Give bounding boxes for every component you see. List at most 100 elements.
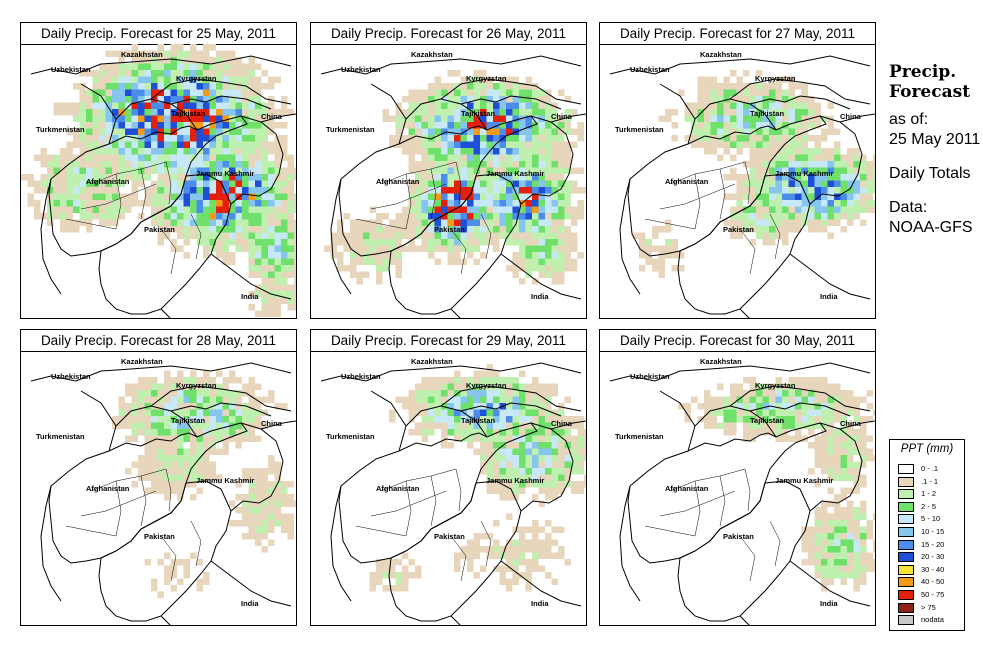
precip-cell [395,232,402,239]
precip-cell [545,102,552,109]
precip-cell [229,102,236,109]
precip-cell [350,232,357,239]
precip-cell [808,154,815,161]
precip-cell [125,154,132,161]
precip-cell [814,539,821,546]
precip-cell [261,219,268,226]
precip-cell [434,193,441,200]
precip-cell [242,507,249,514]
precip-cell [788,226,795,233]
precip-cell [756,122,763,129]
precip-cell [164,370,171,377]
forecast-panel-1: Daily Precip. Forecast for 25 May, 2011 … [20,22,297,319]
precip-cell [428,422,435,429]
precip-cell [434,416,441,423]
precip-cell [808,526,815,533]
precip-cell [866,416,873,423]
precip-cell [164,552,171,559]
precip-cell [363,258,370,265]
precip-cell [460,422,467,429]
precip-cell [235,128,242,135]
precip-cell [261,174,268,181]
precip-cell [467,232,474,239]
precip-cell [538,128,545,135]
precip-cell [190,193,197,200]
precip-cell [92,187,99,194]
country-label: India [820,599,838,608]
precip-cell [743,435,750,442]
precip-cell [834,474,841,481]
precip-cell [203,442,210,449]
precip-cell [350,252,357,259]
precip-cell [428,128,435,135]
forecast-panel-5: Daily Precip. Forecast for 29 May, 2011 … [310,329,587,626]
precip-cell [131,187,138,194]
precip-cell [723,135,730,142]
precip-cell [209,115,216,122]
precip-cell [99,83,106,90]
precip-cell [814,154,821,161]
precip-cell [525,539,532,546]
precip-cell [434,219,441,226]
precip-cell [209,239,216,246]
precip-cell [408,239,415,246]
precip-cell [268,481,275,488]
precip-cell [717,154,724,161]
precip-cell [274,200,281,207]
precip-cell [782,154,789,161]
precip-cell [454,70,461,77]
precip-cell [545,474,552,481]
precip-cell [112,102,119,109]
precip-cell [782,96,789,103]
precip-cell [782,435,789,442]
precip-cell [730,174,737,181]
precip-cell [853,435,860,442]
precip-cell [216,141,223,148]
precip-cell [847,200,854,207]
precip-cell [229,50,236,57]
precip-cell [190,442,197,449]
precip-cell [736,109,743,116]
precip-cell [235,89,242,96]
precip-cell [801,422,808,429]
precip-cell [216,474,223,481]
precip-cell [847,487,854,494]
precip-cell [519,219,526,226]
precip-cell [242,245,249,252]
precip-cell [415,161,422,168]
precip-cell [486,468,493,475]
precip-cell [255,128,262,135]
precip-cell [274,520,281,527]
precip-cell [506,161,513,168]
precip-cell [493,232,500,239]
precip-cell [493,96,500,103]
precip-cell [261,278,268,285]
precip-cell [730,109,737,116]
precip-cell [157,154,164,161]
precip-cell [545,481,552,488]
precip-cell [447,89,454,96]
precip-cell [164,572,171,579]
precip-cell [545,409,552,416]
precip-cell [287,533,294,540]
precip-cell [532,226,539,233]
precip-cell [164,213,171,220]
precip-cell [525,213,532,220]
precip-cell [467,409,474,416]
precip-cell [519,128,526,135]
precip-cell [480,83,487,90]
precip-cell [821,396,828,403]
precip-cell [421,219,428,226]
precip-cell [441,390,448,397]
precip-cell [92,70,99,77]
precip-cell [190,448,197,455]
precip-cell [658,271,665,278]
precip-cell [92,122,99,129]
precip-cell [203,161,210,168]
precip-cell [222,206,229,213]
precip-cell [454,409,461,416]
precip-cell [697,109,704,116]
precip-cell [294,297,296,304]
precip-cell [545,141,552,148]
precip-cell [105,193,112,200]
